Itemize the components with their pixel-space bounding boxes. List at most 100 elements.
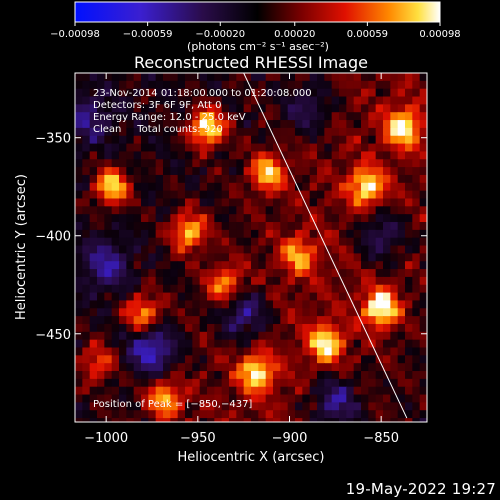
- heatmap-cell: [368, 206, 377, 215]
- heatmap-cell: [141, 323, 149, 333]
- heatmap-cell: [419, 371, 427, 380]
- heatmap-cell: [141, 339, 149, 349]
- heatmap-cell: [390, 418, 399, 422]
- heatmap-cell: [243, 276, 252, 286]
- heatmap-cell: [361, 316, 369, 325]
- heatmap-cell: [361, 229, 369, 239]
- heatmap-cell: [133, 120, 142, 129]
- heatmap-cell: [390, 394, 399, 403]
- heatmap-cell: [133, 127, 142, 137]
- heatmap-cell: [104, 135, 113, 145]
- heatmap-cell: [229, 73, 237, 82]
- heatmap-cell: [339, 206, 347, 215]
- heatmap-cell: [317, 135, 325, 145]
- heatmap-cell: [155, 167, 164, 176]
- heatmap-cell: [412, 206, 421, 215]
- heatmap-cell: [419, 229, 427, 239]
- heatmap-cell: [419, 323, 427, 333]
- heatmap-cell: [273, 386, 281, 396]
- heatmap-cell: [221, 237, 230, 247]
- heatmap-cell: [265, 214, 274, 223]
- heatmap-cell: [133, 253, 142, 262]
- heatmap-cell: [302, 206, 311, 215]
- heatmap-cell: [397, 135, 406, 145]
- heatmap-cell: [119, 386, 127, 396]
- heatmap-cell: [317, 363, 325, 372]
- heatmap-cell: [119, 143, 127, 153]
- heatmap-cell: [126, 386, 135, 396]
- heatmap-cell: [119, 112, 127, 121]
- heatmap-cell: [390, 402, 399, 411]
- heatmap-cell: [163, 418, 171, 422]
- heatmap-cell: [361, 127, 369, 137]
- heatmap-cell: [287, 363, 296, 372]
- heatmap-cell: [331, 198, 340, 207]
- heatmap-cell: [287, 300, 296, 309]
- heatmap-cell: [236, 339, 245, 349]
- heatmap-cell: [111, 323, 120, 333]
- heatmap-cell: [405, 316, 413, 325]
- heatmap-cell: [199, 151, 208, 160]
- heatmap-cell: [111, 229, 120, 239]
- heatmap-cell: [89, 88, 98, 98]
- heatmap-cell: [324, 418, 333, 422]
- heatmap-cell: [97, 276, 105, 286]
- heatmap-cell: [236, 159, 245, 168]
- heatmap-cell: [302, 237, 311, 247]
- heatmap-cell: [243, 386, 252, 396]
- heatmap-cell: [207, 331, 215, 341]
- heatmap-cell: [111, 261, 120, 270]
- heatmap-cell: [126, 167, 135, 176]
- heatmap-cell: [273, 245, 281, 254]
- heatmap-cell: [273, 73, 281, 82]
- heatmap-cell: [75, 308, 83, 317]
- heatmap-cell: [339, 88, 347, 98]
- heatmap-cell: [361, 206, 369, 215]
- heatmap-cell: [89, 347, 98, 356]
- heatmap-cell: [236, 363, 245, 372]
- heatmap-cell: [287, 174, 296, 184]
- heatmap-cell: [390, 355, 399, 364]
- heatmap-cell: [324, 323, 333, 333]
- heatmap-cell: [133, 135, 142, 145]
- heatmap-cell: [361, 402, 369, 411]
- heatmap-cell: [353, 316, 362, 325]
- heatmap-cell: [141, 135, 149, 145]
- heatmap-cell: [405, 378, 413, 388]
- heatmap-cell: [419, 88, 427, 98]
- heatmap-cell: [82, 371, 91, 380]
- heatmap-cell: [419, 198, 427, 207]
- heatmap-cell: [82, 167, 91, 176]
- heatmap-cell: [397, 96, 406, 105]
- heatmap-cell: [280, 190, 289, 200]
- heatmap-cell: [346, 229, 355, 239]
- heatmap-cell: [236, 73, 245, 82]
- heatmap-cell: [405, 371, 413, 380]
- heatmap-cell: [119, 214, 127, 223]
- heatmap-cell: [155, 284, 164, 294]
- heatmap-cell: [390, 135, 399, 145]
- heatmap-cell: [353, 402, 362, 411]
- heatmap-cell: [236, 167, 245, 176]
- heatmap-cell: [185, 245, 193, 254]
- heatmap-cell: [361, 300, 369, 309]
- heatmap-cell: [251, 73, 259, 82]
- heatmap-cell: [75, 229, 83, 239]
- heatmap-cell: [309, 96, 318, 105]
- heatmap-cell: [192, 269, 201, 278]
- heatmap-cell: [192, 245, 201, 254]
- heatmap-cell: [104, 292, 113, 302]
- heatmap-cell: [133, 174, 142, 184]
- heatmap-cell: [97, 292, 105, 302]
- heatmap-cell: [133, 347, 142, 356]
- heatmap-cell: [119, 174, 127, 184]
- heatmap-cell: [331, 80, 340, 90]
- heatmap-cell: [126, 300, 135, 309]
- heatmap-cell: [229, 237, 237, 247]
- heatmap-cell: [148, 386, 157, 396]
- heatmap-cell: [324, 112, 333, 121]
- heatmap-cell: [353, 120, 362, 129]
- heatmap-cell: [368, 174, 377, 184]
- heatmap-cell: [148, 331, 157, 341]
- heatmap-cell: [324, 331, 333, 341]
